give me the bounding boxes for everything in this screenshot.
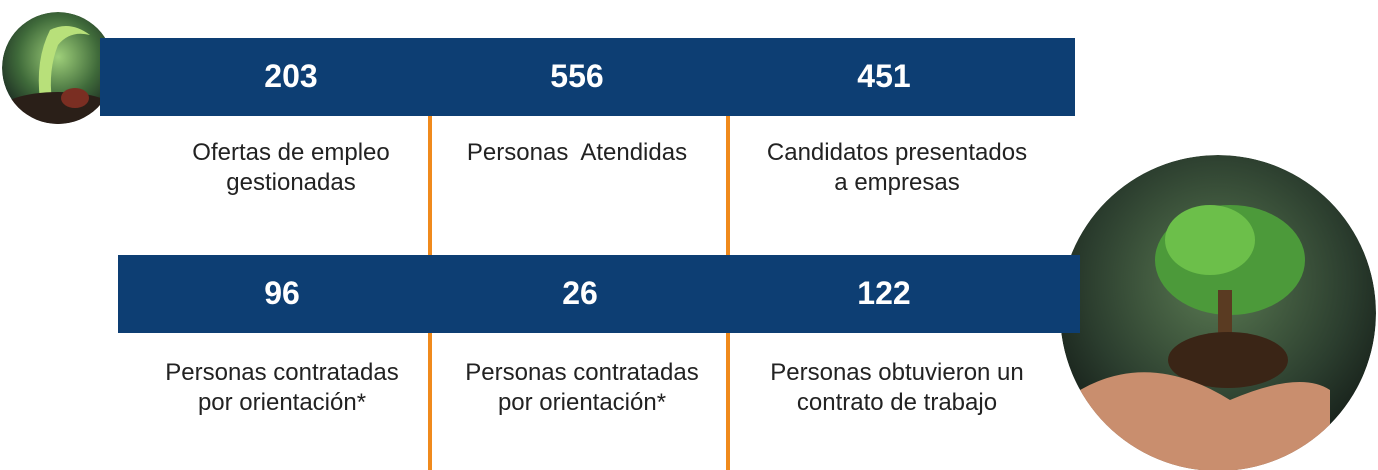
stat-label: Personas Atendidas: [427, 138, 727, 168]
stat-label: Personas contratadas por orientación*: [132, 358, 432, 418]
label-line: por orientación*: [197, 389, 367, 416]
label-line: Ofertas de empleo: [192, 139, 390, 166]
divider: [726, 333, 730, 470]
stat-label: Ofertas de empleo gestionadas: [141, 138, 441, 198]
bottom-band: [118, 255, 1080, 333]
divider: [428, 116, 432, 255]
label-line: a empresas: [834, 169, 960, 196]
stat-value: 96: [264, 275, 300, 311]
label-line: Candidatos presentados: [766, 139, 1028, 166]
stat-value: 26: [562, 275, 598, 311]
label-line: por orientación*: [497, 389, 667, 416]
label-line: gestionadas: [226, 169, 356, 196]
tree-image: [1060, 155, 1376, 470]
label-line: contrato de trabajo: [796, 389, 998, 416]
label-line: Personas obtuvieron un: [770, 359, 1024, 386]
stat-label: Personas obtuvieron un contrato de trabaj…: [747, 358, 1047, 418]
label-line: Personas contratadas: [165, 359, 399, 386]
label-line: Personas contratadas: [465, 359, 699, 386]
divider: [726, 116, 730, 255]
stat-value: 451: [857, 58, 911, 94]
stat-value: 556: [550, 58, 604, 94]
top-band: [100, 38, 1075, 116]
stat-value: 203: [264, 58, 318, 94]
stat-label: Candidatos presentados a empresas: [747, 138, 1047, 198]
stat-value: 122: [857, 275, 911, 311]
stat-label: Personas contratadas por orientación*: [432, 358, 732, 418]
label-line: Personas Atendidas: [466, 139, 688, 166]
divider: [428, 333, 432, 470]
